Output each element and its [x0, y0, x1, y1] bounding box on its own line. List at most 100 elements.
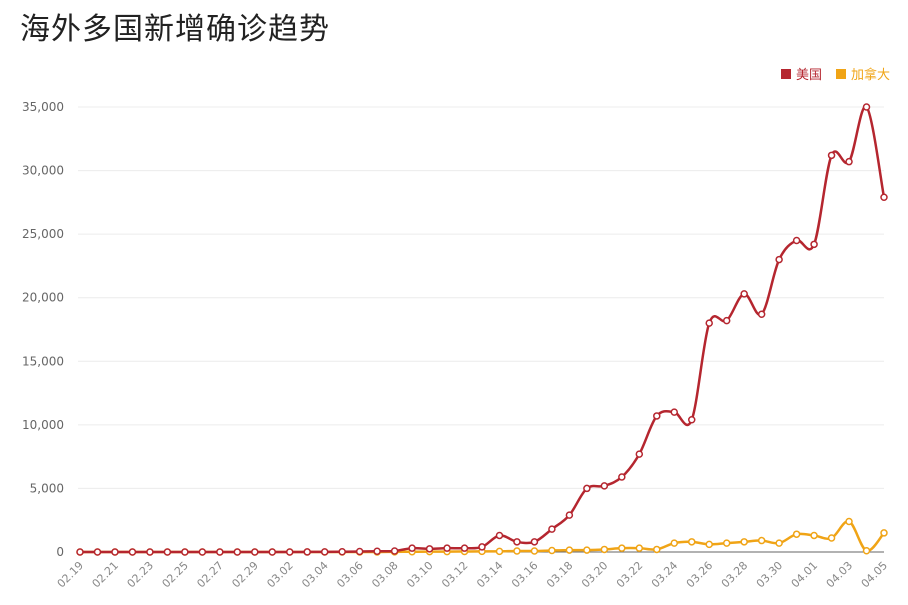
x-tick-label: 03.10	[404, 559, 435, 590]
data-point-series-2	[845, 517, 853, 526]
data-point-series-1	[687, 416, 696, 424]
data-point-series-2	[495, 547, 504, 556]
data-point-series-1	[740, 290, 748, 298]
data-point-series-1	[513, 538, 521, 546]
data-point-series-1	[111, 548, 119, 556]
y-tick-label: 5,000	[30, 481, 64, 495]
legend-item-series-1[interactable]: 美国	[780, 64, 822, 83]
data-point-series-2	[827, 534, 836, 542]
data-point-series-1	[198, 548, 207, 556]
x-tick-label: 03.02	[264, 559, 295, 590]
x-tick-label: 04.01	[789, 559, 820, 590]
data-point-series-1	[653, 412, 661, 420]
legend-label-series-2: 加拿大	[850, 68, 890, 83]
x-tick-label: 03.22	[614, 559, 645, 590]
data-point-series-1	[827, 151, 836, 160]
data-point-series-1	[128, 548, 137, 556]
data-point-series-2	[792, 530, 801, 538]
y-tick-label: 20,000	[22, 291, 64, 305]
data-point-series-1	[792, 236, 801, 245]
x-tick-label: 03.18	[544, 559, 575, 590]
data-point-series-1	[810, 240, 818, 249]
data-point-series-1	[670, 408, 679, 416]
x-tick-label: 02.23	[125, 559, 156, 590]
data-point-series-1	[530, 538, 539, 546]
x-tick-label: 04.05	[859, 559, 890, 590]
data-point-series-2	[653, 545, 661, 554]
data-point-series-1	[93, 548, 102, 556]
legend-item-series-2[interactable]: 加拿大	[835, 64, 890, 83]
data-point-series-1	[600, 482, 609, 490]
chart-title: 海外多国新增确诊趋势	[20, 12, 330, 47]
x-tick-label: 03.26	[684, 559, 715, 590]
data-point-series-1	[320, 548, 329, 556]
x-tick-label: 03.06	[334, 559, 365, 590]
x-tick-label: 03.20	[579, 559, 610, 590]
y-tick-label: 10,000	[22, 418, 64, 432]
data-point-series-1	[251, 548, 259, 556]
x-tick-label: 03.12	[439, 559, 470, 590]
data-point-series-1	[303, 548, 311, 556]
x-tick-label: 03.24	[649, 559, 680, 590]
data-point-series-2	[635, 544, 644, 552]
data-point-series-2	[687, 538, 696, 546]
data-point-series-1	[355, 547, 364, 556]
data-point-series-1	[880, 193, 888, 202]
x-tick-label: 04.03	[824, 559, 855, 590]
data-point-series-1	[845, 157, 853, 166]
data-point-series-1	[705, 319, 713, 327]
data-point-series-2	[862, 546, 871, 555]
data-point-series-1	[443, 544, 451, 552]
x-tick-label: 02.27	[194, 559, 225, 590]
x-tick-label: 03.16	[509, 559, 540, 590]
legend: 美国 加拿大	[780, 64, 890, 83]
data-point-series-2	[670, 539, 679, 547]
y-tick-label: 35,000	[22, 100, 64, 114]
data-point-series-1	[775, 255, 783, 264]
data-point-series-1	[146, 548, 154, 556]
data-point-series-1	[268, 548, 277, 556]
data-point-series-1	[583, 484, 591, 493]
data-point-series-1	[233, 548, 242, 556]
data-point-series-1	[618, 473, 626, 481]
data-point-series-2	[722, 539, 731, 547]
x-tick-label: 02.29	[229, 559, 260, 590]
data-point-series-1	[495, 531, 504, 540]
data-point-series-2	[880, 529, 888, 537]
data-point-series-1	[181, 548, 189, 556]
data-point-series-1	[478, 543, 486, 551]
data-point-series-2	[775, 539, 783, 547]
y-tick-label: 0	[56, 545, 64, 559]
data-point-series-1	[408, 544, 416, 552]
data-point-series-1	[285, 548, 294, 556]
data-point-series-2	[530, 547, 539, 555]
data-point-series-1	[338, 547, 346, 556]
series-line-1	[80, 105, 886, 554]
data-point-series-2	[600, 545, 609, 554]
x-tick-label: 02.21	[90, 559, 121, 590]
data-point-series-2	[618, 544, 626, 552]
data-point-series-1	[862, 103, 871, 111]
data-point-series-1	[76, 548, 84, 556]
x-tick-label: 03.14	[474, 559, 505, 590]
x-tick-label: 03.30	[754, 559, 785, 590]
x-tick-label: 03.04	[299, 559, 330, 590]
legend-label-series-1: 美国	[795, 68, 822, 83]
x-tick-label: 02.19	[55, 559, 86, 590]
data-point-series-2	[565, 546, 574, 554]
data-point-series-1	[216, 548, 224, 556]
legend-swatch-series-2	[835, 68, 846, 79]
data-point-series-1	[548, 525, 556, 533]
data-point-series-2	[757, 536, 766, 545]
x-tick-label: 02.25	[160, 559, 191, 590]
data-point-series-1	[390, 547, 399, 555]
data-point-series-1	[425, 545, 434, 553]
data-point-series-2	[810, 531, 818, 540]
y-tick-label: 30,000	[22, 164, 64, 178]
y-tick-label: 15,000	[22, 354, 64, 368]
data-point-series-2	[740, 538, 748, 546]
y-tick-label: 25,000	[22, 227, 64, 241]
data-point-series-1	[757, 310, 766, 318]
data-point-series-2	[583, 546, 591, 554]
